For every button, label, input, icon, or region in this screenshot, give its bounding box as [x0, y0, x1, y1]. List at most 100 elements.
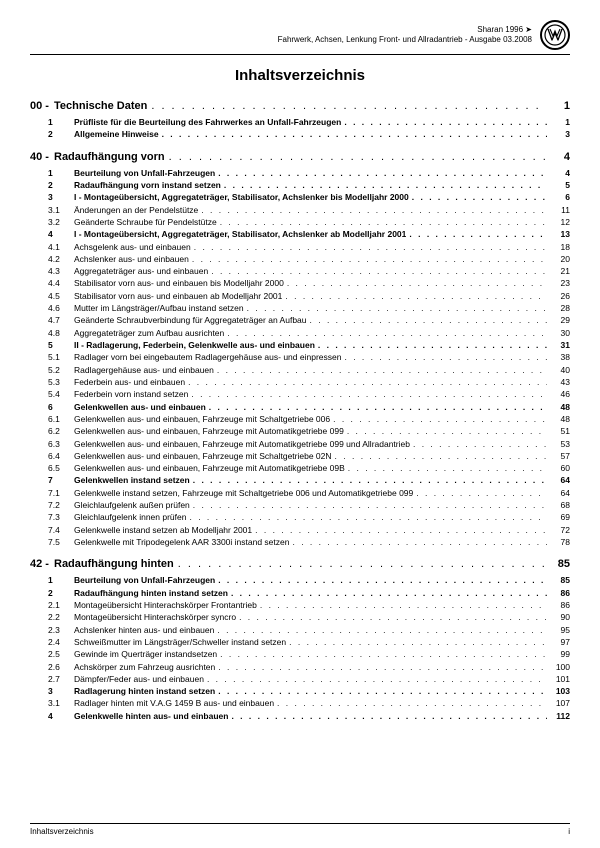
toc-row: 2Allgemeine Hinweise. . . . . . . . . . … [30, 128, 570, 140]
toc-row: 6.4Gelenkwellen aus- und einbauen, Fahrz… [30, 450, 570, 462]
leader-dots: . . . . . . . . . . . . . . . . . . . . … [344, 351, 547, 363]
leader-dots: . . . . . . . . . . . . . . . . . . . . … [255, 524, 547, 536]
model-line: Sharan 1996 ➤ [278, 25, 532, 35]
leader-dots: . . . . . . . . . . . . . . . . . . . . … [188, 376, 547, 388]
row-label: Aggregateträger zum Aufbau ausrichten [74, 327, 224, 339]
leader-dots: . . . . . . . . . . . . . . . . . . . . … [193, 499, 547, 511]
row-num: 5 [48, 339, 74, 351]
row-num: 5.2 [48, 364, 74, 376]
row-label: Radaufhängung vorn instand setzen [74, 179, 221, 191]
row-page: 86 [550, 587, 570, 599]
toc-row: 2.6Achskörper zum Fahrzeug ausrichten. .… [30, 661, 570, 673]
row-label: Gelenkwellen aus- und einbauen, Fahrzeug… [74, 413, 330, 425]
leader-dots: . . . . . . . . . . . . . . . . . . . . … [209, 401, 547, 413]
toc-row: 7.4Gelenkwelle instand setzen ab Modellj… [30, 524, 570, 536]
row-label: II - Radlagerung, Federbein, Gelenkwelle… [74, 339, 315, 351]
section-label: Radaufhängung vorn [54, 151, 165, 163]
leader-dots: . . . . . . . . . . . . . . . . . . . . … [333, 413, 547, 425]
section-heading: 00 -Technische Daten. . . . . . . . . . … [30, 100, 570, 112]
toc-row: 7.3Gleichlaufgelenk innen prüfen. . . . … [30, 511, 570, 523]
row-page: 95 [550, 624, 570, 636]
row-label: Stabilisator vorn aus- und einbauen ab M… [74, 290, 282, 302]
row-label: Allgemeine Hinweise [74, 128, 159, 140]
row-page: 64 [550, 487, 570, 499]
toc-row: 1Beurteilung von Unfall-Fahrzeugen. . . … [30, 167, 570, 179]
row-label: Beurteilung von Unfall-Fahrzeugen [74, 167, 215, 179]
row-label: Prüfliste für die Beurteilung des Fahrwe… [74, 116, 341, 128]
row-num: 5.3 [48, 376, 74, 388]
row-num: 4.1 [48, 241, 74, 253]
row-page: 112 [550, 710, 570, 722]
row-label: Gewinde im Querträger instandsetzen [74, 648, 217, 660]
row-label: Gleichlaufgelenk außen prüfen [74, 499, 190, 511]
row-label: Achsgelenk aus- und einbauen [74, 241, 191, 253]
toc-row: 3.1Änderungen an der Pendelstütze. . . .… [30, 204, 570, 216]
row-label: Geänderte Schraubverbindung für Aggregat… [74, 314, 307, 326]
toc-row: 4.5Stabilisator vorn aus- und einbauen a… [30, 290, 570, 302]
row-num: 2.2 [48, 611, 74, 623]
toc-row: 6.2Gelenkwellen aus- und einbauen, Fahrz… [30, 425, 570, 437]
row-num: 7.4 [48, 524, 74, 536]
toc-row: 4.2Achslenker aus- und einbauen. . . . .… [30, 253, 570, 265]
leader-dots: . . . . . . . . . . . . . . . . . . . . … [231, 587, 547, 599]
row-page: 4 [550, 167, 570, 179]
toc-row: 1Beurteilung von Unfall-Fahrzeugen. . . … [30, 574, 570, 586]
leader-dots: . . . . . . . . . . . . . . . . . . . . … [277, 697, 547, 709]
row-num: 3 [48, 191, 74, 203]
leader-dots: . . . . . . . . . . . . . . . . . . . . … [224, 179, 547, 191]
toc-row: 4.1Achsgelenk aus- und einbauen. . . . .… [30, 241, 570, 253]
toc-row: 2Radaufhängung hinten instand setzen. . … [30, 587, 570, 599]
row-label: Änderungen an der Pendelstütze [74, 204, 198, 216]
leader-dots: . . . . . . . . . . . . . . . . . . . . … [193, 474, 547, 486]
toc-row: 2Radaufhängung vorn instand setzen. . . … [30, 179, 570, 191]
row-num: 4.5 [48, 290, 74, 302]
header-text: Sharan 1996 ➤ Fahrwerk, Achsen, Lenkung … [278, 25, 532, 46]
row-label: Achslenker aus- und einbauen [74, 253, 189, 265]
toc-row: 5.2Radlagergehäuse aus- und einbauen. . … [30, 364, 570, 376]
toc-row: 1Prüfliste für die Beurteilung des Fahrw… [30, 116, 570, 128]
section-page: 85 [550, 558, 570, 570]
row-label: Gelenkwellen aus- und einbauen, Fahrzeug… [74, 438, 410, 450]
row-num: 2.4 [48, 636, 74, 648]
row-label: Gelenkwellen aus- und einbauen, Fahrzeug… [74, 425, 344, 437]
row-num: 4.2 [48, 253, 74, 265]
row-page: 51 [550, 425, 570, 437]
toc-row: 5.1Radlager vorn bei eingebautem Radlage… [30, 351, 570, 363]
row-num: 2.1 [48, 599, 74, 611]
row-label: I - Montageübersicht, Aggregateträger, S… [74, 191, 409, 203]
row-num: 6.4 [48, 450, 74, 462]
row-page: 72 [550, 524, 570, 536]
toc-row: 5II - Radlagerung, Federbein, Gelenkwell… [30, 339, 570, 351]
toc-row: 2.3Achslenker hinten aus- und einbauen. … [30, 624, 570, 636]
row-label: Radlagergehäuse aus- und einbauen [74, 364, 214, 376]
section-heading: 42 -Radaufhängung hinten. . . . . . . . … [30, 558, 570, 570]
row-page: 23 [550, 277, 570, 289]
row-num: 6.2 [48, 425, 74, 437]
leader-dots: . . . . . . . . . . . . . . . . . . . . … [409, 228, 547, 240]
section-page: 4 [550, 151, 570, 163]
leader-dots: . . . . . . . . . . . . . . . . . . . . … [260, 599, 547, 611]
row-num: 4.7 [48, 314, 74, 326]
row-num: 3.2 [48, 216, 74, 228]
row-page: 68 [550, 499, 570, 511]
section-label: Radaufhängung hinten [54, 558, 174, 570]
row-page: 90 [550, 611, 570, 623]
row-num: 2 [48, 179, 74, 191]
row-page: 13 [550, 228, 570, 240]
toc-row: 4.3Aggregateträger aus- und einbauen. . … [30, 265, 570, 277]
leader-dots: . . . . . . . . . . . . . . . . . . . . … [292, 536, 547, 548]
row-page: 12 [550, 216, 570, 228]
leader-dots: . . . . . . . . . . . . . . . . . . . . … [413, 438, 547, 450]
toc-row: 2.7Dämpfer/Feder aus- und einbauen. . . … [30, 673, 570, 685]
toc-row: 3.2Geänderte Schraube für Pendelstütze. … [30, 216, 570, 228]
toc-row: 7.2Gleichlaufgelenk außen prüfen. . . . … [30, 499, 570, 511]
row-page: 48 [550, 413, 570, 425]
row-page: 3 [550, 128, 570, 140]
leader-dots: . . . . . . . . . . . . . . . . . . . . … [191, 388, 547, 400]
toc-row: 6.5Gelenkwellen aus- und einbauen, Fahrz… [30, 462, 570, 474]
row-label: Gelenkwellen aus- und einbauen [74, 401, 206, 413]
row-label: Dämpfer/Feder aus- und einbauen [74, 673, 204, 685]
footer-left: Inhaltsverzeichnis [30, 827, 94, 836]
row-page: 40 [550, 364, 570, 376]
row-num: 2.3 [48, 624, 74, 636]
